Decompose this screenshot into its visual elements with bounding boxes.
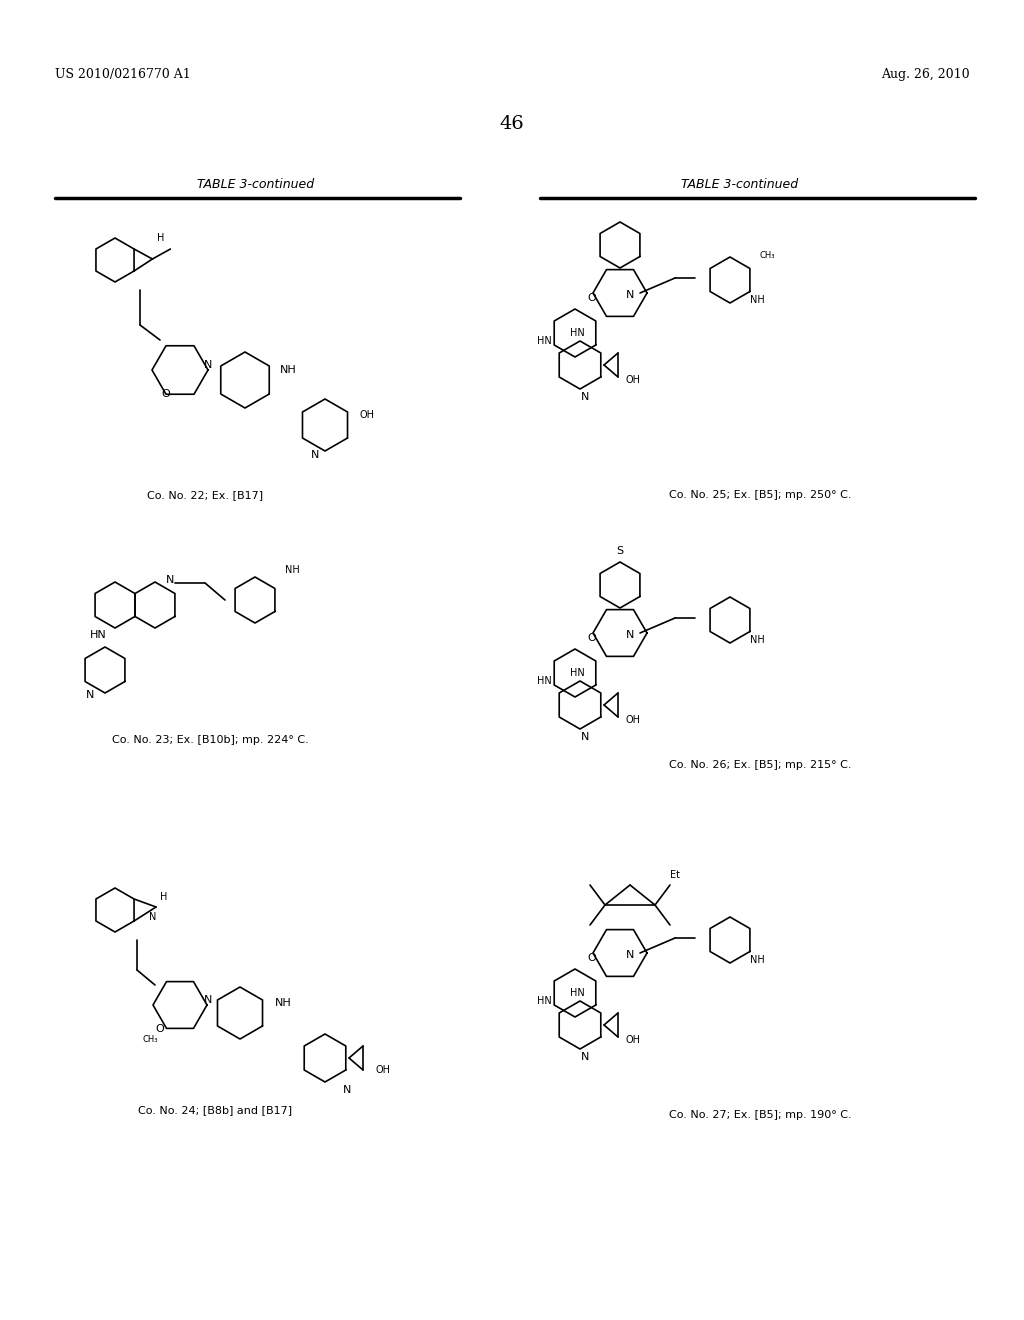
Text: H: H bbox=[158, 234, 165, 243]
Text: Co. No. 24; [B8b] and [B17]: Co. No. 24; [B8b] and [B17] bbox=[138, 1105, 292, 1115]
Text: Co. No. 25; Ex. [B5]; mp. 250° C.: Co. No. 25; Ex. [B5]; mp. 250° C. bbox=[669, 490, 851, 500]
Text: N: N bbox=[311, 450, 319, 459]
Text: N: N bbox=[626, 950, 634, 960]
Text: N: N bbox=[626, 290, 634, 300]
Text: HN: HN bbox=[537, 337, 552, 346]
Text: NH: NH bbox=[280, 366, 297, 375]
Text: OH: OH bbox=[625, 1035, 640, 1045]
Text: N: N bbox=[626, 630, 634, 640]
Text: N: N bbox=[581, 1052, 589, 1063]
Text: N: N bbox=[150, 912, 157, 921]
Text: N: N bbox=[581, 733, 589, 742]
Text: HN: HN bbox=[90, 630, 106, 640]
Text: N: N bbox=[166, 576, 174, 585]
Text: CH₃: CH₃ bbox=[760, 251, 775, 260]
Text: OH: OH bbox=[625, 715, 640, 725]
Text: TABLE 3-continued: TABLE 3-continued bbox=[198, 178, 314, 191]
Text: O: O bbox=[162, 389, 170, 400]
Text: OH: OH bbox=[360, 411, 375, 420]
Text: OH: OH bbox=[375, 1065, 390, 1074]
Text: N: N bbox=[86, 690, 94, 700]
Text: US 2010/0216770 A1: US 2010/0216770 A1 bbox=[55, 69, 190, 81]
Text: TABLE 3-continued: TABLE 3-continued bbox=[681, 178, 799, 191]
Text: H: H bbox=[160, 892, 168, 902]
Text: Co. No. 27; Ex. [B5]; mp. 190° C.: Co. No. 27; Ex. [B5]; mp. 190° C. bbox=[669, 1110, 851, 1119]
Text: HN: HN bbox=[570, 327, 585, 338]
Text: NH: NH bbox=[750, 294, 765, 305]
Text: HN: HN bbox=[570, 987, 585, 998]
Text: S: S bbox=[616, 546, 624, 556]
Text: NH: NH bbox=[275, 998, 292, 1008]
Text: Co. No. 26; Ex. [B5]; mp. 215° C.: Co. No. 26; Ex. [B5]; mp. 215° C. bbox=[669, 760, 851, 770]
Text: N: N bbox=[204, 995, 212, 1005]
Text: HN: HN bbox=[537, 676, 552, 686]
Text: NH: NH bbox=[750, 954, 765, 965]
Text: N: N bbox=[343, 1085, 351, 1096]
Text: NH: NH bbox=[750, 635, 765, 645]
Text: CH₃: CH₃ bbox=[142, 1035, 158, 1044]
Text: O: O bbox=[588, 634, 596, 643]
Text: OH: OH bbox=[625, 375, 640, 385]
Text: Et: Et bbox=[670, 870, 680, 880]
Text: NH: NH bbox=[285, 565, 300, 576]
Text: O: O bbox=[588, 953, 596, 964]
Text: N: N bbox=[581, 392, 589, 403]
Text: Aug. 26, 2010: Aug. 26, 2010 bbox=[882, 69, 970, 81]
Text: 46: 46 bbox=[500, 115, 524, 133]
Text: HN: HN bbox=[537, 997, 552, 1006]
Text: Co. No. 23; Ex. [B10b]; mp. 224° C.: Co. No. 23; Ex. [B10b]; mp. 224° C. bbox=[112, 735, 308, 744]
Text: N: N bbox=[204, 360, 212, 370]
Text: O: O bbox=[156, 1024, 165, 1034]
Text: O: O bbox=[588, 293, 596, 304]
Text: Co. No. 22; Ex. [B17]: Co. No. 22; Ex. [B17] bbox=[146, 490, 263, 500]
Text: HN: HN bbox=[570, 668, 585, 678]
